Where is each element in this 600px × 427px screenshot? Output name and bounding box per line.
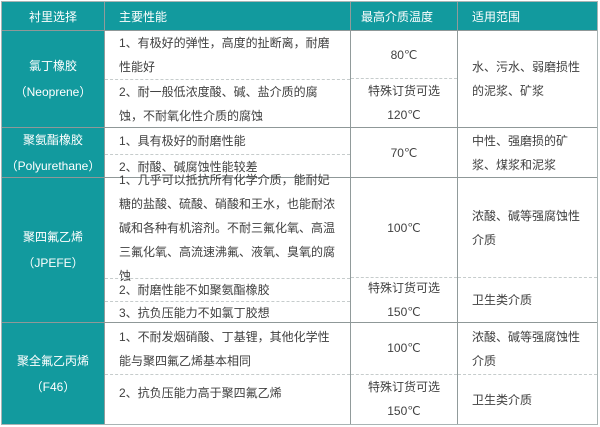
material-code: （F46） — [30, 379, 76, 394]
application-column: 浓酸、碱等强腐蚀性介质 卫生类介质 — [457, 178, 597, 322]
performance-item: 2、耐酸、碱腐蚀性能较差 — [105, 154, 350, 178]
temperature-note: 特殊订货可选 — [367, 84, 440, 98]
material-code: （Neoprene） — [14, 85, 92, 99]
performance-item: 2、抗负压能力高于聚四氟乙烯 — [105, 374, 350, 424]
performance-item: 1、具有极好的耐磨性能 — [119, 134, 246, 148]
temperature-note: 特殊订货可选 — [367, 380, 440, 395]
material-cell: 聚四氟乙烯 （JPEFE） — [2, 178, 104, 322]
performance-item: 2、耐一般低浓度酸、碱、盐介质的腐蚀，不耐氧化性介质的腐蚀 — [105, 79, 350, 128]
temperature-value: 150℃ — [387, 404, 421, 419]
performance-column: 1、具有极好的耐磨性能 2、耐酸、碱腐蚀性能较差 — [104, 128, 350, 177]
performance-item: 3、抗负压能力不如氯丁胶想 — [105, 301, 350, 323]
table-row-neoprene: 氯丁橡胶 （Neoprene） 1、有极好的弹性，高度的扯断离，耐磨性能好 2、… — [2, 30, 597, 127]
application-column: 中性、强磨损的矿浆、煤浆和泥浆 — [457, 128, 597, 177]
temperature-value: 120℃ — [387, 108, 421, 122]
temperature-column: 100℃ 特殊订货可选 150℃ — [350, 178, 457, 322]
application-cell: 浓酸、碱等强腐蚀性介质 — [472, 208, 581, 247]
performance-column: 1、几乎可以抵抗所有化学介质，能耐妃糖的盐酸、硫酸、硝酸和王水，也能耐浓碱和各种… — [104, 173, 350, 323]
application-cell: 浓酸、碱等强腐蚀性介质 — [472, 329, 581, 368]
temperature-line: 100℃ — [387, 220, 421, 235]
temperature-cell: 特殊订货可选 150℃ — [351, 373, 457, 425]
temperature-cell: 100℃ — [351, 323, 457, 374]
application-column: 浓酸、碱等强腐蚀性介质 卫生类介质 — [457, 323, 597, 424]
application-cell: 卫生类介质 — [458, 374, 597, 424]
header-cell-application: 适用范围 — [457, 2, 597, 30]
performance-item: 2、耐磨性能不如聚氨酯橡胶 — [105, 278, 350, 301]
performance-column: 1、不耐发烟硝酸、丁基锂，其他化学性能与聚四氟乙烯基本相同 2、抗负压能力高于聚… — [104, 323, 350, 424]
header-cell-lining: 衬里选择 — [28, 9, 77, 24]
header-cell-max-temp: 最高介质温度 — [350, 2, 457, 30]
application-cell: 中性、强磨损的矿浆、煤浆和泥浆 — [472, 134, 569, 172]
material-cell: 氯丁橡胶 （Neoprene） — [2, 31, 104, 127]
temperature-cell: 100℃ — [351, 178, 457, 277]
temperature-note: 特殊订货可选 — [367, 281, 440, 295]
performance-item: 1、几乎可以抵抗所有化学介质，能耐妃糖的盐酸、硫酸、硝酸和王水，也能耐浓碱和各种… — [119, 173, 336, 283]
temperature-column: 70℃ — [350, 128, 457, 177]
table-header-row: 衬里选择 主要性能 最高介质温度 适用范围 — [2, 2, 597, 30]
table-row-f46: 聚全氟乙丙烯 （F46） 1、不耐发烟硝酸、丁基锂，其他化学性能与聚四氟乙烯基本… — [2, 322, 597, 424]
performance-item: 1、不耐发烟硝酸、丁基锂，其他化学性能与聚四氟乙烯基本相同 — [119, 329, 330, 368]
temperature-line: 70℃ — [390, 145, 418, 160]
temperature-value: 150℃ — [387, 305, 421, 319]
temperature-cell: 特殊订货可选 150℃ — [351, 277, 457, 322]
performance-column: 1、有极好的弹性，高度的扯断离，耐磨性能好 2、耐一般低浓度酸、碱、盐介质的腐蚀… — [104, 31, 350, 127]
material-cell: 聚氨酯橡胶 （Polyurethane） — [2, 128, 104, 177]
material-code: （JPEFE） — [22, 256, 84, 270]
material-name: 聚四氟乙烯 — [22, 230, 83, 244]
temperature-column: 80℃ 特殊订货可选 120℃ — [350, 31, 457, 127]
temperature-line: 100℃ — [387, 341, 421, 356]
material-name: 氯丁橡胶 — [28, 59, 77, 73]
application-column: 水、污水、弱磨损性的泥浆、矿浆 — [457, 31, 597, 127]
performance-item: 1、有极好的弹性，高度的扯断离，耐磨性能好 — [119, 36, 330, 74]
temperature-cell: 特殊订货可选 120℃ — [351, 78, 457, 127]
temperature-line: 80℃ — [390, 47, 418, 62]
material-name: 聚全氟乙丙烯 — [16, 353, 89, 368]
header-cell-performance: 主要性能 — [104, 2, 350, 30]
temperature-column: 100℃ 特殊订货可选 150℃ — [350, 323, 457, 424]
temperature-cell: 80℃ — [351, 31, 457, 78]
material-name: 聚氨酯橡胶 — [22, 132, 83, 147]
application-cell: 卫生类介质 — [458, 277, 597, 322]
application-cell: 水、污水、弱磨损性的泥浆、矿浆 — [472, 60, 581, 98]
table-row-polyurethane: 聚氨酯橡胶 （Polyurethane） 1、具有极好的耐磨性能 2、耐酸、碱腐… — [2, 127, 597, 177]
table-row-ptfe: 聚四氟乙烯 （JPEFE） 1、几乎可以抵抗所有化学介质，能耐妃糖的盐酸、硫酸、… — [2, 173, 597, 323]
material-cell: 聚全氟乙丙烯 （F46） — [2, 323, 104, 424]
temperature-cell: 70℃ — [351, 128, 457, 177]
material-code: （Polyurethane） — [5, 158, 101, 173]
